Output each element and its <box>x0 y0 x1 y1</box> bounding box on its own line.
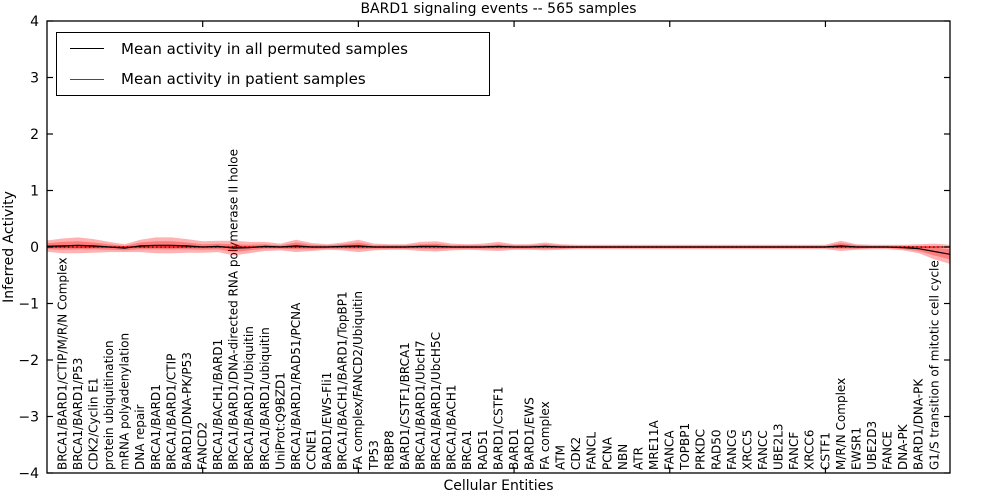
x-tick-label: BRCA1/BARD1/UbcH5C <box>429 332 443 470</box>
legend-item-patient: Mean activity in patient samples <box>57 64 489 94</box>
x-tick-label: BRCA1 <box>460 430 474 470</box>
x-tick-label: RAD50 <box>709 429 723 470</box>
x-tick-label: BARD1/CSTF1/BRCA1 <box>398 342 412 470</box>
x-tick-label: protein ubiquitination <box>102 340 116 470</box>
x-tick-label: CDK2 <box>569 437 583 470</box>
x-tick-label: FANCA <box>663 430 677 470</box>
x-tick-label: RBBP8 <box>382 430 396 470</box>
x-tick-label: FANCF <box>787 432 801 470</box>
x-tick-label: XRCC5 <box>740 430 754 470</box>
y-tick-label: 3 <box>30 70 39 86</box>
y-tick-label: 1 <box>30 183 39 199</box>
y-tick-label: −3 <box>18 409 39 425</box>
x-tick-label: BRCA1/BARD1/P53 <box>71 358 85 470</box>
x-tick-label: BRCA1/BACH1/BARD1/TopBP1 <box>336 291 350 470</box>
x-tick-label: M/R/N Complex <box>834 378 848 470</box>
x-tick-label: BARD1/EWS-Fli1 <box>320 372 334 470</box>
legend: Mean activity in all permuted samples Me… <box>56 32 490 96</box>
chart-title: BARD1 signaling events -- 565 samples <box>360 1 637 17</box>
x-tick-label: BARD1/DNA-PK <box>912 378 926 470</box>
x-tick-label: G1/S transition of mitotic cell cycle <box>927 260 941 470</box>
x-tick-label: PRKDC <box>694 429 708 470</box>
x-tick-label: ATR <box>631 447 645 470</box>
x-tick-label: CCNE1 <box>305 429 319 470</box>
x-tick-label: BARD1/DNA-PK/P53 <box>180 352 194 470</box>
x-tick-label: UBE2L3 <box>772 423 786 470</box>
y-tick-label: 0 <box>30 240 39 256</box>
confidence-band-inner <box>47 241 950 260</box>
x-tick-label: BARD1 <box>507 428 521 470</box>
confidence-band-outer <box>47 237 950 264</box>
x-tick-label: CSTF1 <box>818 432 832 470</box>
x-tick-label: BRCA1/BARD1/DNA-directed RNA polymerase … <box>227 149 241 470</box>
legend-item-permuted: Mean activity in all permuted samples <box>57 34 489 64</box>
x-tick-label: BARD1/EWS <box>522 397 536 470</box>
legend-line-sample-red <box>70 78 104 80</box>
x-tick-label: TP53 <box>367 440 381 471</box>
x-axis-label: Cellular Entities <box>443 478 554 494</box>
y-tick-label: −2 <box>18 353 39 369</box>
x-tick-label: FA complex <box>538 401 552 470</box>
x-tick-label: BRCA1/BARD1/CTIP/M/R/N Complex <box>55 257 69 470</box>
x-tick-label: UniProt:Q9BZD1 <box>273 372 287 470</box>
x-tick-label: CDK2/Cyclin E1 <box>87 377 101 470</box>
legend-line-sample-black <box>70 48 104 50</box>
x-tick-label: EWSR1 <box>849 427 863 470</box>
x-tick-label: BRCA1/BARD1/CTIP <box>164 354 178 470</box>
x-tick-label: DNA repair <box>133 404 147 470</box>
y-tick-label: −1 <box>18 296 39 312</box>
x-tick-label: ATM <box>554 445 568 470</box>
x-tick-label: FANCG <box>725 429 739 470</box>
x-tick-label: NBN <box>616 444 630 470</box>
x-tick-label: BARD1/CSTF1 <box>491 386 505 470</box>
x-tick-label: mRNA polyadenylation <box>118 333 132 470</box>
x-tick-label: XRCC6 <box>803 430 817 470</box>
x-tick-label: RAD51 <box>476 429 490 470</box>
x-tick-label: FANCL <box>585 432 599 470</box>
x-tick-label: BRCA1/BACH1 <box>445 384 459 470</box>
x-tick-label: TOPBP1 <box>678 423 692 471</box>
x-tick-label: FANCD2 <box>196 422 210 470</box>
x-tick-label: DNA-PK <box>896 423 910 470</box>
y-tick-label: 4 <box>30 14 39 30</box>
x-tick-label: BRCA1/BARD1/RAD51/PCNA <box>289 302 303 470</box>
legend-label: Mean activity in patient samples <box>121 70 366 89</box>
x-tick-label: MRE11A <box>647 419 661 470</box>
x-tick-label: FANCC <box>756 430 770 470</box>
x-tick-label: BRCA1/BARD1/ubiquitin <box>258 327 272 470</box>
x-tick-label: PCNA <box>600 436 614 470</box>
y-tick-label: −4 <box>18 466 39 482</box>
y-tick-label: 2 <box>30 127 39 143</box>
legend-label: Mean activity in all permuted samples <box>121 39 408 58</box>
x-tick-label: BRCA1/BACH1/BARD1 <box>211 339 225 470</box>
x-tick-label: FANCE <box>881 431 895 470</box>
x-tick-label: FA complex/FANCD2/Ubiquitin <box>351 291 365 470</box>
x-tick-label: BRCA1/BARD1/Ubiquitin <box>242 326 256 470</box>
x-tick-label: UBE2D3 <box>865 421 879 470</box>
x-tick-label: BRCA1/BARD1/UbcH7 <box>413 340 427 470</box>
x-tick-label: BRCA1/BARD1 <box>149 384 163 470</box>
